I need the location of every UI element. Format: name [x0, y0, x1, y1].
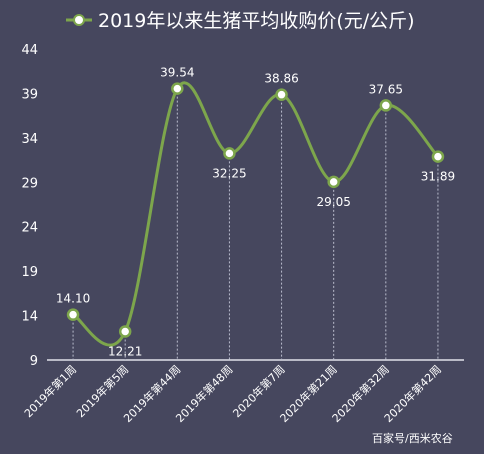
data-label: 31.89: [421, 170, 455, 184]
data-point: [223, 147, 236, 160]
data-point: [118, 325, 132, 338]
y-tick-label: 39: [21, 87, 38, 102]
data-label: 32.25: [212, 166, 246, 180]
series-line: [72, 81, 440, 347]
y-tick-label: 34: [21, 132, 38, 147]
x-tick-label: 2020年第7周: [230, 362, 288, 420]
data-label: 38.86: [264, 72, 298, 86]
y-tick-label: 9: [30, 354, 38, 369]
watermark-text: 百家号/西米农谷: [372, 431, 453, 445]
data-labels: 14.10 12.21 39.54 32.25 38.86 29.05 37.65 31.89: [56, 66, 455, 359]
y-tick-label: 44: [21, 43, 38, 58]
data-point: [275, 88, 288, 101]
y-tick-label: 14: [21, 310, 38, 325]
drop-lines: [72, 88, 439, 360]
y-ticks: 9 14 19 24 29 34 39 44: [21, 43, 38, 369]
data-point: [171, 82, 184, 95]
data-point: [66, 308, 80, 321]
data-point: [327, 175, 340, 189]
legend-label: 2019年以来生猪平均收购价(元/公斤): [98, 10, 415, 32]
markers: [66, 82, 445, 338]
data-label: 14.10: [56, 292, 90, 306]
legend: 2019年以来生猪平均收购价(元/公斤): [66, 10, 415, 32]
legend-marker-swatch: [73, 14, 85, 26]
x-ticks: 2019年第1周2019年第5周2019年第44周2019年第48周2020年第…: [21, 362, 444, 425]
data-label: 12.21: [108, 344, 142, 358]
data-label: 37.65: [369, 82, 403, 96]
data-label: 29.05: [317, 195, 351, 209]
y-tick-label: 29: [21, 176, 38, 191]
data-label: 39.54: [160, 66, 194, 80]
x-tick-label: 2019年第1周: [21, 362, 79, 420]
data-point: [431, 150, 445, 163]
data-point: [379, 99, 393, 112]
x-tick-label: 2019年第5周: [73, 362, 131, 420]
y-tick-label: 19: [21, 265, 38, 280]
y-tick-label: 24: [21, 221, 38, 236]
